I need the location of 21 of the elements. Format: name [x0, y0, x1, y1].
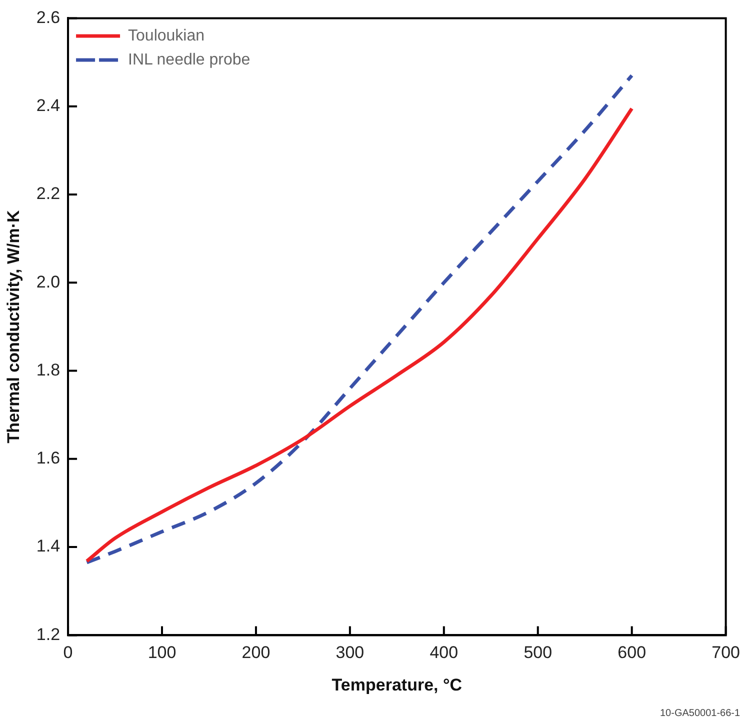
- y-tick-label: 2.0: [36, 272, 60, 292]
- x-tick-label: 400: [430, 643, 458, 662]
- y-tick-label: 2.4: [36, 96, 60, 116]
- y-tick-label: 1.6: [36, 448, 60, 468]
- legend-label: Touloukian: [128, 27, 205, 44]
- text: 10-GA50001-66-1: [660, 708, 740, 719]
- x-tick-label: 300: [336, 643, 364, 662]
- y-tick-label: 2.2: [36, 184, 60, 204]
- y-tick-label: 1.4: [36, 536, 60, 556]
- y-axis-title: Thermal conductivity, W/m·K: [4, 209, 23, 444]
- x-tick-label: 500: [524, 643, 552, 662]
- y-tick-label: 1.8: [36, 360, 60, 380]
- x-axis-title: Temperature, °C: [332, 675, 462, 694]
- x-tick-label: 100: [148, 643, 176, 662]
- x-tick-label: 0: [63, 643, 73, 662]
- x-tick-label: 600: [618, 643, 646, 662]
- y-tick-label: 1.2: [36, 624, 60, 644]
- x-tick-label: 200: [242, 643, 270, 662]
- y-tick-label: 2.6: [36, 8, 60, 27]
- x-tick-label: 700: [712, 643, 740, 662]
- legend-label: INL needle probe: [128, 51, 250, 68]
